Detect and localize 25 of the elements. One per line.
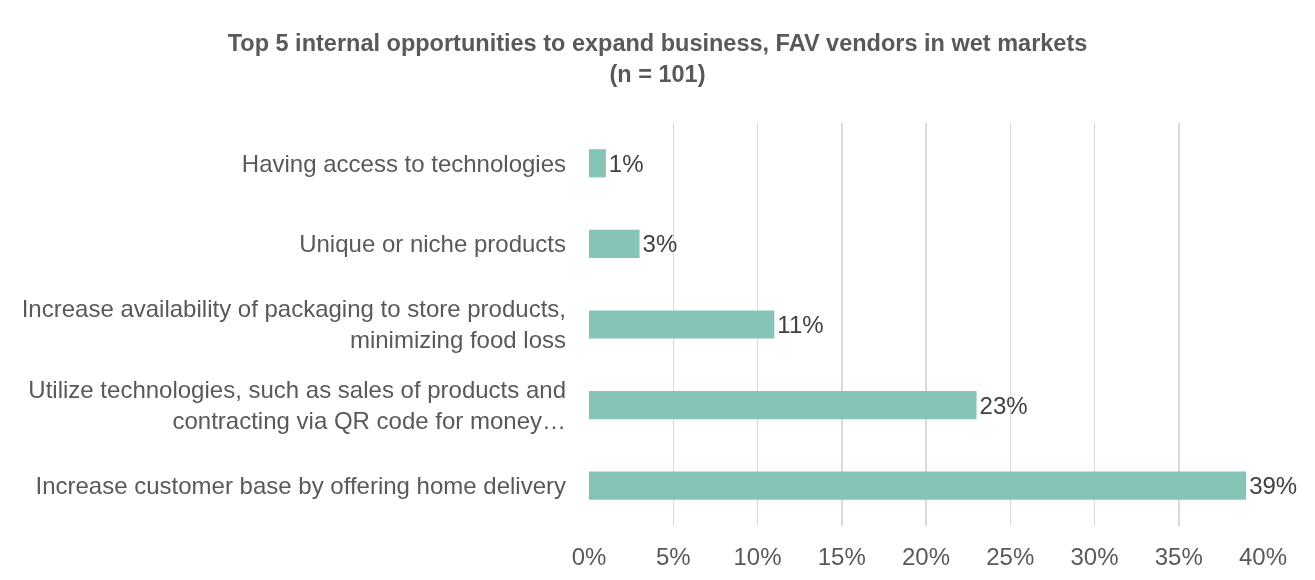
y-tick-label: Increase customer base by offering home delivery <box>35 472 566 500</box>
y-tick-label: Having access to technologies <box>241 149 566 177</box>
data-label: 3% <box>642 230 678 258</box>
x-tick-label: 30% <box>1070 543 1119 570</box>
bar <box>589 149 606 178</box>
x-tick-label: 10% <box>733 543 782 570</box>
data-label: 11% <box>777 311 824 338</box>
data-label: 39% <box>1249 472 1298 500</box>
bar <box>589 471 1247 500</box>
bar <box>589 310 775 339</box>
x-tick-label: 35% <box>1154 543 1203 570</box>
chart-title: Top 5 internal opportunities to expand business, FAV vendors in wet markets (n = 101) <box>227 30 1088 87</box>
x-tick-label: 15% <box>817 543 866 570</box>
data-label: 23% <box>979 391 1028 419</box>
bar <box>589 391 977 420</box>
x-tick-label: 20% <box>901 543 951 570</box>
data-label: 1% <box>608 149 644 177</box>
x-tick-label: 25% <box>986 543 1035 570</box>
x-tick-label: 0% <box>571 543 607 570</box>
y-tick-label: Unique or niche products <box>299 230 566 258</box>
y-tick-label: Utilize technologies, such as sales of products and contracting via QR code for money… <box>28 375 566 435</box>
y-tick-label: Increase availability of packaging to store products, minimizing food loss <box>21 295 566 354</box>
x-tick-label: 40% <box>1238 543 1288 570</box>
x-tick-label: 5% <box>655 543 691 570</box>
bar <box>589 229 640 259</box>
